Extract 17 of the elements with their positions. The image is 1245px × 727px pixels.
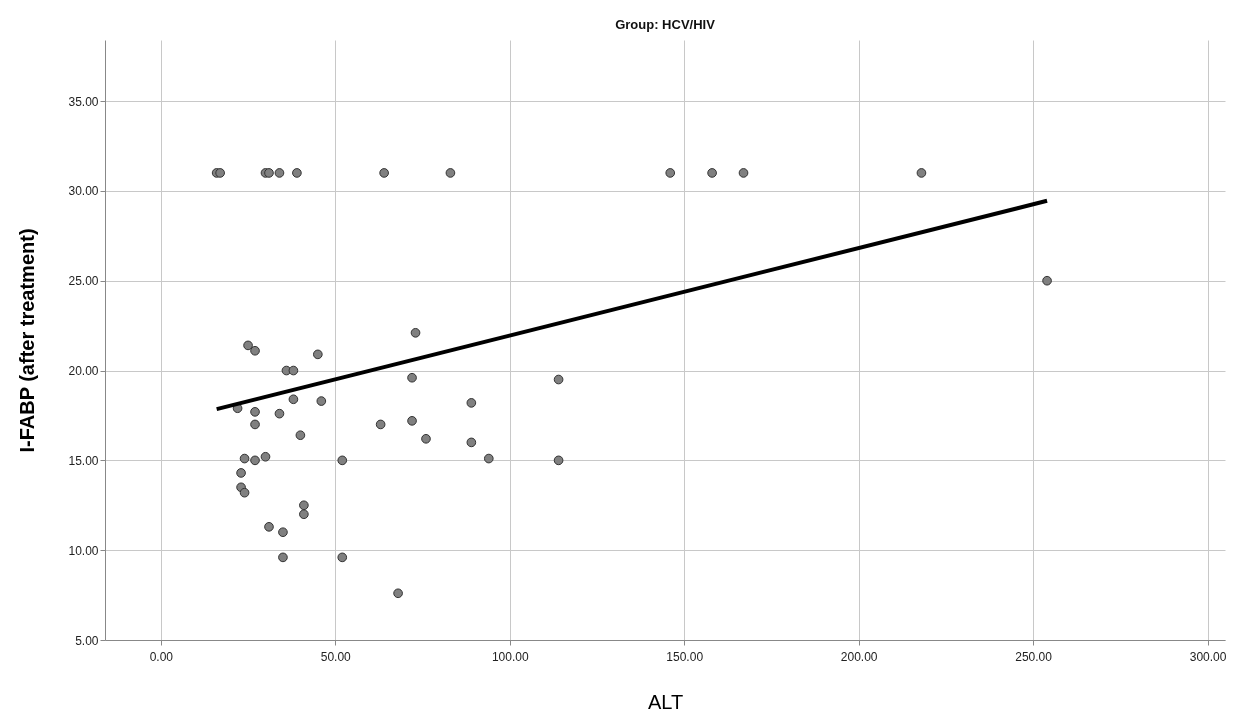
y-tick-label: 30.00 [68, 184, 99, 199]
y-tick-label: 35.00 [68, 94, 99, 109]
x-tick-label: 50.00 [320, 649, 352, 664]
x-tick-label: 250.00 [1015, 649, 1053, 664]
chart-title: Group: HCV/HIV [615, 17, 716, 32]
y-tick-label: 15.00 [68, 453, 99, 468]
y-tick-label: 25.00 [68, 274, 99, 289]
x-tick-label: 150.00 [666, 649, 704, 664]
x-tick-label: 200.00 [840, 649, 878, 664]
x-tick-label: 0.00 [149, 649, 174, 664]
y-tick-label: 20.00 [68, 364, 99, 379]
y-tick-label: 5.00 [75, 633, 99, 648]
x-axis-title: ALT [647, 690, 684, 713]
x-tick-label: 300.00 [1189, 649, 1227, 664]
y-axis-title: I-FABP (after treatment) [16, 228, 39, 453]
x-tick-label: 100.00 [491, 649, 529, 664]
y-tick-label: 10.00 [68, 543, 99, 558]
